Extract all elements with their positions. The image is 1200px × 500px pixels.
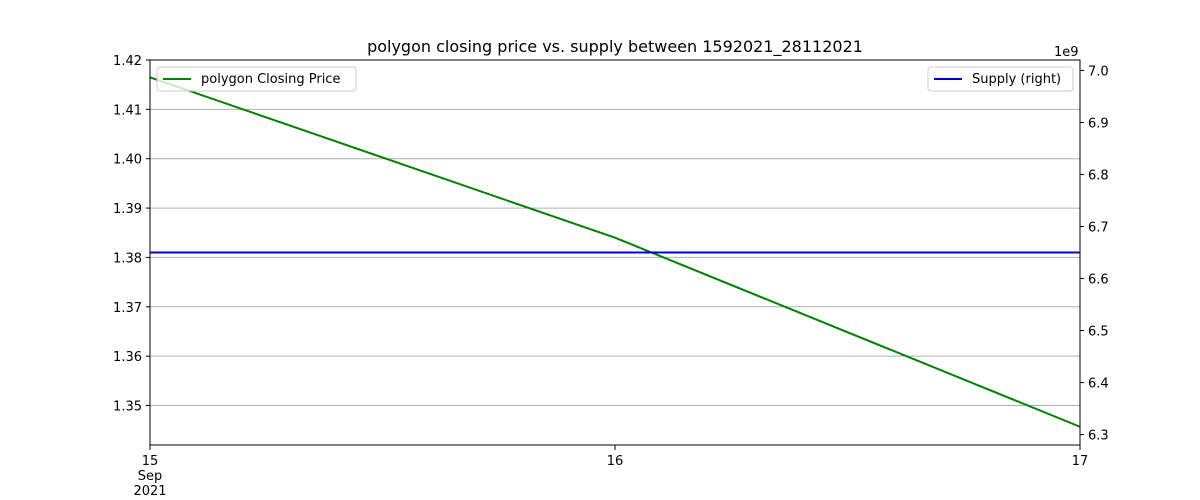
series-line-0	[149, 76, 1081, 428]
y-left-tick-label: 1.37	[113, 301, 142, 316]
axes: 1.35 1.36 1.37 1.38 1.39 1.40 1.41 1.42 6.3 6.4 6.…	[113, 54, 1109, 499]
y-right-tick-label: 6.8	[1088, 168, 1109, 183]
x-tick-label: 16	[607, 454, 624, 469]
y-left-tick-label: 1.41	[113, 103, 142, 118]
y-left-tick-label: 1.38	[113, 251, 142, 266]
x-tick-label: Sep	[138, 469, 163, 484]
legend-right-label: Supply (right)	[972, 72, 1061, 87]
x-tick-label: 17	[1072, 454, 1089, 469]
y-left-tick-label: 1.40	[113, 153, 142, 168]
legend-left-label: polygon Closing Price	[201, 72, 340, 87]
legend-right-box	[927, 66, 1074, 92]
y-right-tick-label: 6.4	[1088, 377, 1109, 392]
y-left-tick-label: 1.35	[113, 400, 142, 415]
x-tick-label: 2021	[133, 484, 166, 499]
grid	[150, 59, 1080, 407]
legend-left: polygon Closing Price	[156, 66, 357, 92]
x-tick-label: 15	[142, 454, 159, 469]
y-left-tick-label: 1.39	[113, 202, 142, 217]
legend-left-box	[156, 66, 357, 92]
y-left-tick-label: 1.42	[113, 54, 142, 69]
y-right-tick-label: 6.7	[1088, 220, 1109, 235]
y-left-tick-label: 1.36	[113, 350, 142, 365]
y-right-tick-label: 6.6	[1088, 273, 1109, 288]
chart-title: polygon closing price vs. supply between…	[367, 37, 863, 57]
legend-right: Supply (right)	[927, 66, 1074, 92]
y-right-tick-label: 6.5	[1088, 325, 1109, 340]
y-right-tick-label: 6.9	[1088, 116, 1109, 131]
y-right-tick-label: 7.0	[1088, 64, 1109, 79]
right-axis-offset-text: 1e9	[1054, 45, 1079, 60]
y-right-tick-label: 6.3	[1088, 429, 1109, 444]
series-group	[149, 76, 1081, 428]
